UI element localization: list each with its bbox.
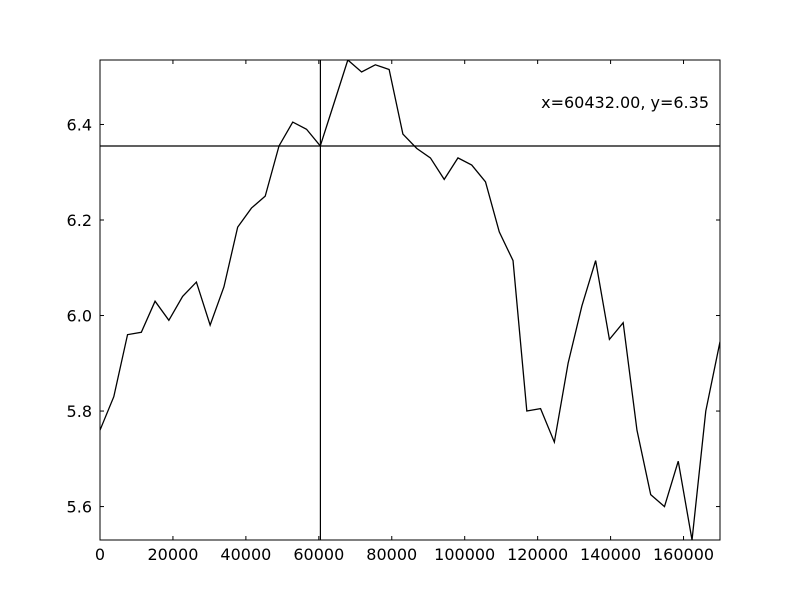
y-tick-label: 6.0 — [67, 307, 92, 326]
x-tick-label: 100000 — [434, 545, 495, 564]
cursor-readout: x=60432.00, y=6.35 — [541, 93, 709, 112]
x-tick-label: 0 — [95, 545, 105, 564]
axes-frame — [99, 59, 721, 541]
x-tick-label: 120000 — [507, 545, 568, 564]
x-tick-label: 80000 — [366, 545, 417, 564]
x-tick-label: 20000 — [147, 545, 198, 564]
y-tick-label: 6.4 — [67, 115, 92, 134]
series-line-0 — [100, 60, 720, 540]
x-tick-label: 140000 — [580, 545, 641, 564]
y-tick-label: 6.2 — [67, 211, 92, 230]
x-tick-label: 160000 — [653, 545, 714, 564]
x-tick-label: 40000 — [220, 545, 271, 564]
y-tick-label: 5.8 — [67, 402, 92, 421]
x-tick-label: 60000 — [293, 545, 344, 564]
y-tick-label: 5.6 — [67, 498, 92, 517]
